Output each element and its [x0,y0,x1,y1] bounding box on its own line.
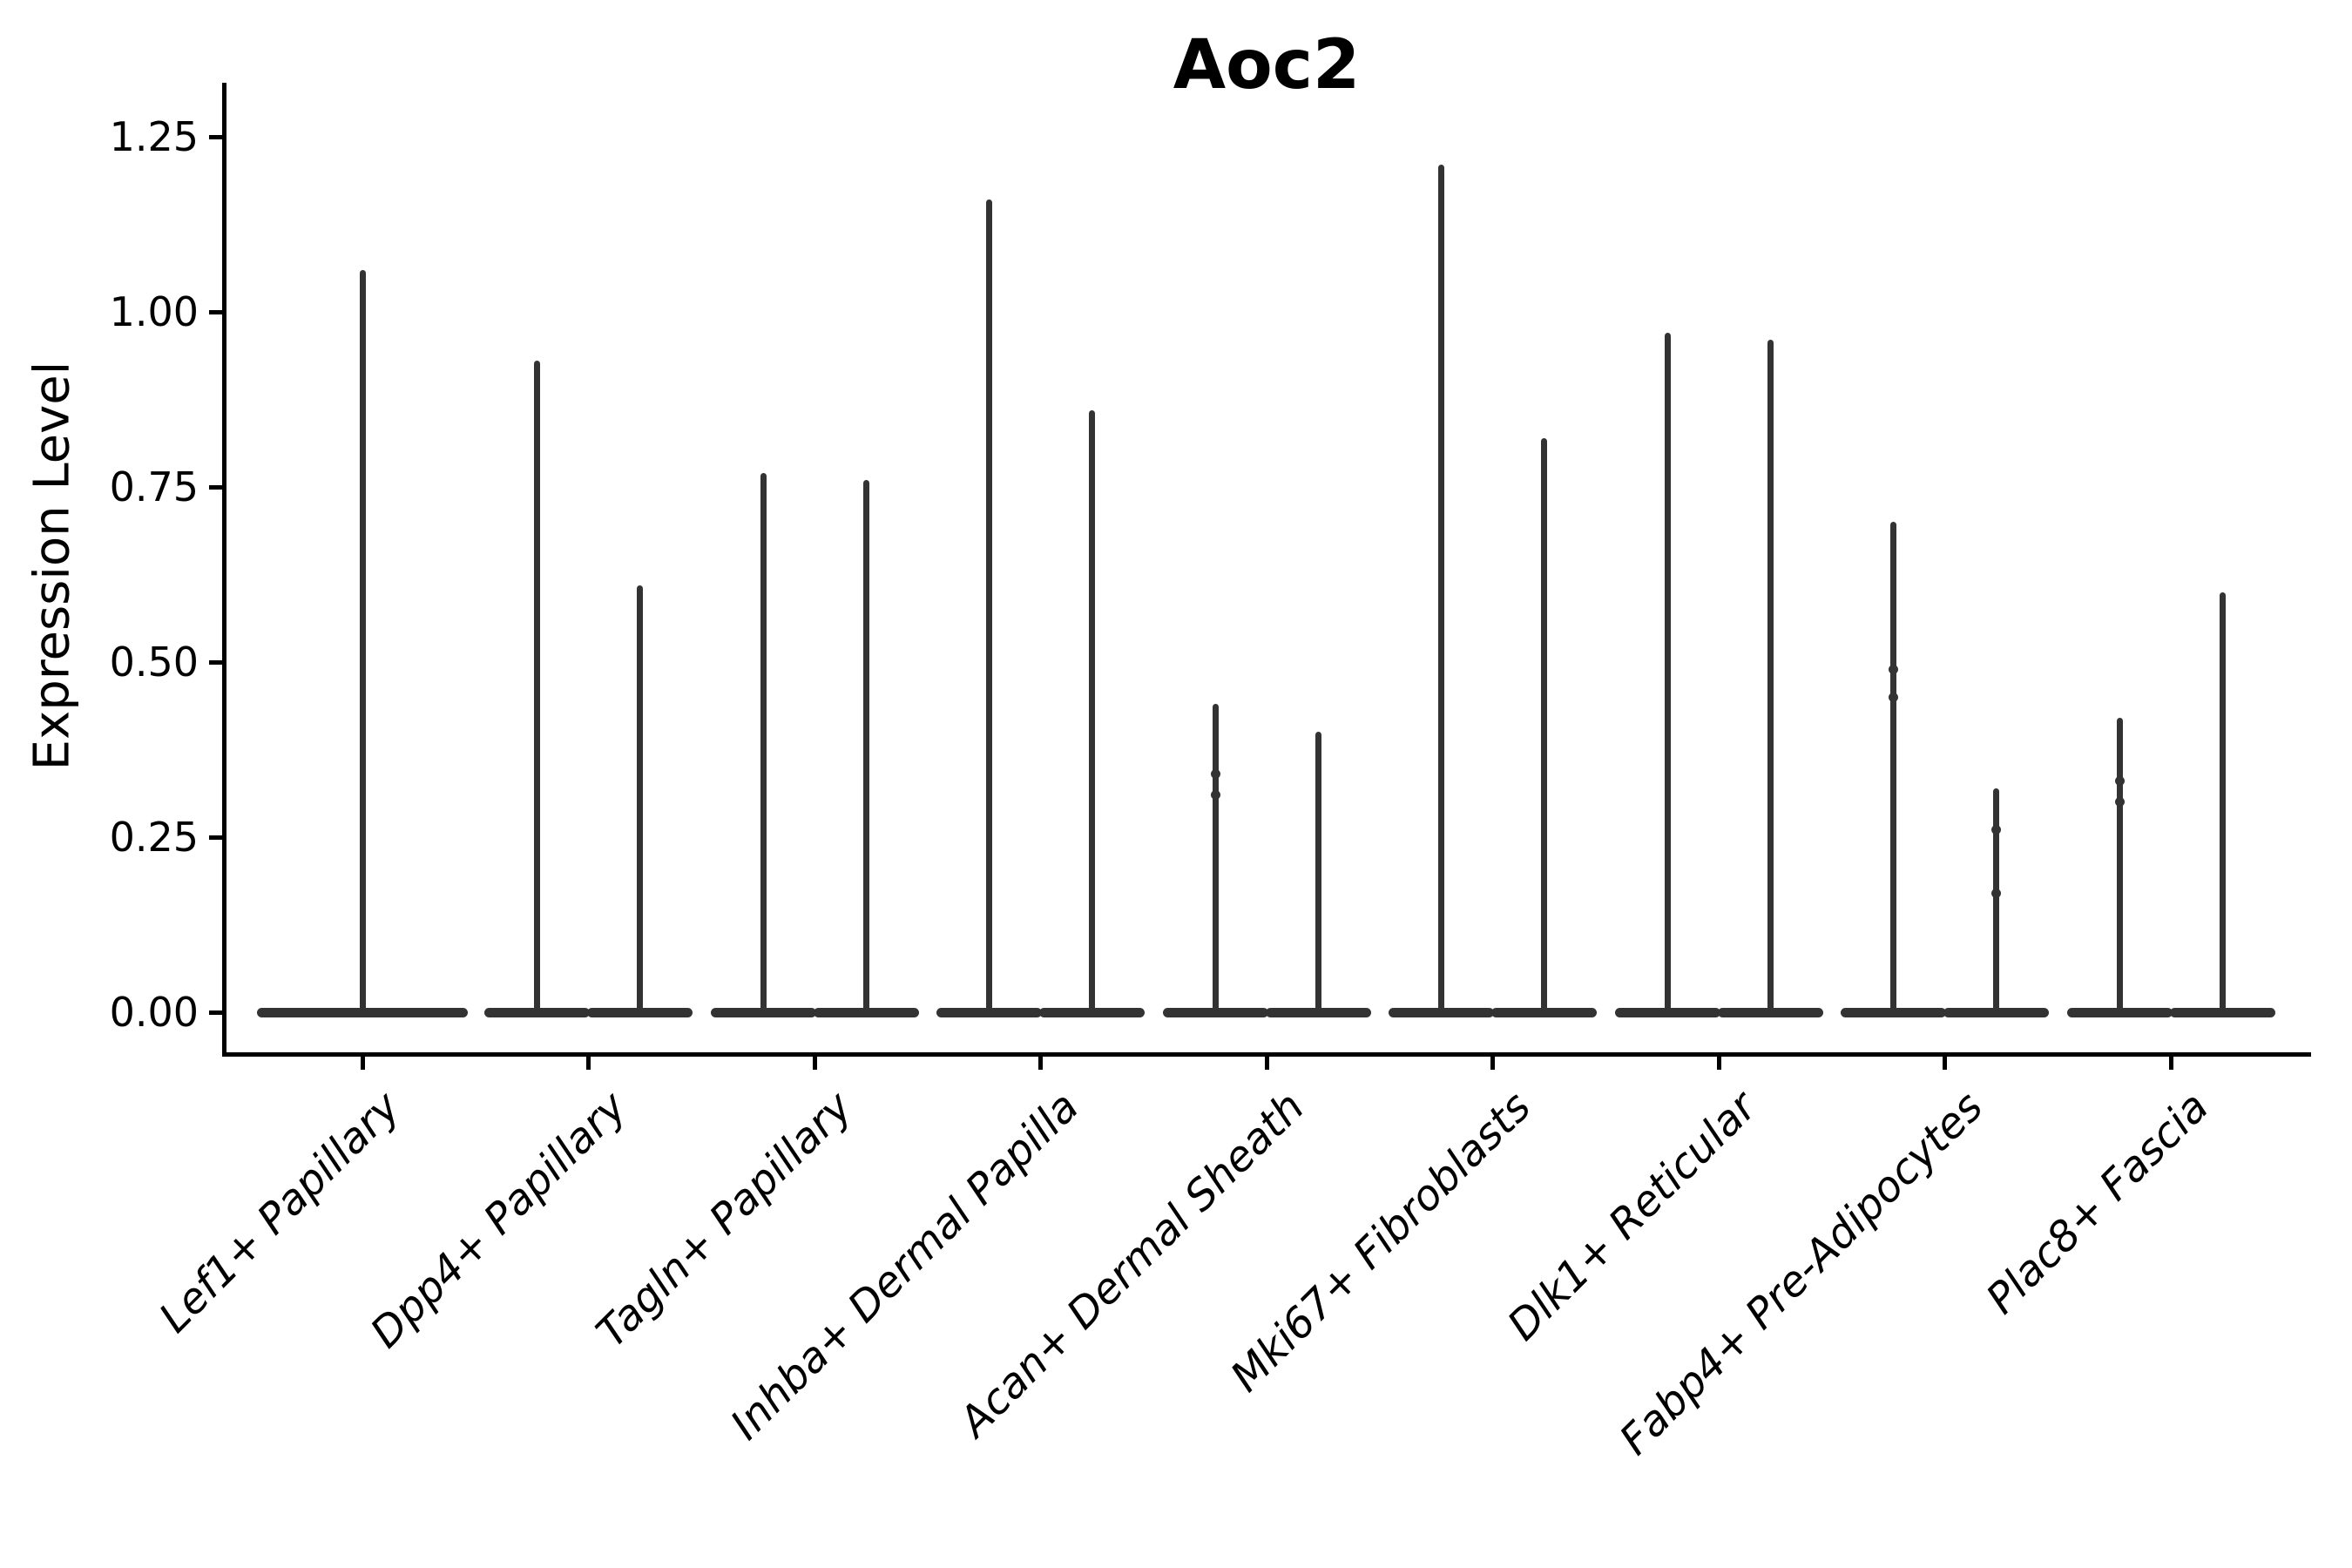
y-tick-mark [209,134,225,139]
x-tick-label: Inhba+ Dermal Papilla [720,1082,1088,1450]
y-tick-label: 0.25 [109,814,199,861]
violin-spike [1541,437,1547,1012]
x-tick-mark [1943,1054,1947,1070]
y-tick-mark [209,659,225,665]
violin-spike [1315,732,1321,1012]
x-tick-label: Tagln+ Papillary [586,1082,862,1357]
violin-base [1039,1007,1145,1017]
violin-spike [2219,591,2226,1012]
violin-base [936,1007,1042,1017]
y-tick-mark [209,484,225,490]
violin-base [1841,1007,1946,1017]
y-axis-spine [222,83,226,1057]
violin-base [1491,1007,1597,1017]
violin-base [257,1007,468,1017]
x-tick-mark [812,1054,817,1070]
y-tick-label: 1.00 [109,288,199,335]
x-tick-label: Plac8+ Fascia [1977,1082,2219,1324]
violin-spike [986,199,992,1012]
y-tick-label: 0.50 [109,639,199,686]
x-tick-label: Acan+ Dermal Sheath [950,1082,1315,1447]
violin-spike [1438,165,1444,1012]
violin-density-knot [2114,776,2125,787]
chart-title: Aoc2 [1173,26,1361,105]
x-tick-label: Mki67+ Fibroblasts [1220,1082,1540,1402]
x-tick-mark [2168,1054,2173,1070]
y-tick-label: 1.25 [109,113,199,160]
x-tick-label: Dlk1+ Reticular [1497,1082,1767,1350]
violin-spike [760,472,767,1012]
violin-spike [1993,787,1999,1012]
violin-spike [862,479,869,1012]
violin-spike [1664,333,1671,1012]
violin-spike [2116,718,2123,1012]
y-tick-mark [209,835,225,840]
violin-density-knot [1889,664,1898,674]
y-tick-mark [209,1010,225,1015]
violin-density-knot [1889,692,1898,702]
violin-base [484,1007,590,1017]
x-tick-mark [586,1054,591,1070]
x-tick-mark [1716,1054,1721,1070]
violin-density-knot [1991,888,2001,898]
violin-base [813,1007,919,1017]
violin-spike [359,269,366,1012]
x-tick-label: Dpp4+ Papillary [361,1082,636,1358]
x-tick-mark [1264,1054,1269,1070]
violin-base [1389,1007,1494,1017]
violin-spike [1767,340,1774,1012]
violin-base [1265,1007,1371,1017]
violin-base [710,1007,816,1017]
violin-base [1943,1007,2049,1017]
violin-density-knot [1210,790,1220,801]
y-tick-label: 0.75 [109,463,199,510]
x-tick-mark [360,1054,365,1070]
violin-density-knot [2114,797,2125,808]
violin-density-knot [1991,825,2001,835]
x-tick-label: Lef1+ Papillary [150,1082,410,1342]
violin-base [2066,1007,2173,1017]
violin-base [587,1007,693,1017]
violin-spike [1890,522,1896,1012]
x-tick-label: Fabp4+ Pre-Adipocytes [1610,1082,1992,1465]
violin-density-knot [1210,769,1220,780]
x-tick-mark [1038,1054,1043,1070]
violin-base [2169,1007,2275,1017]
y-tick-label: 0.00 [109,989,199,1036]
violin-spike [1089,409,1095,1012]
y-tick-mark [209,309,225,314]
violin-spike [637,585,643,1012]
violin-base [1162,1007,1268,1017]
violin-base [1614,1007,1720,1017]
violin-spike [1212,704,1219,1012]
violin-spike [534,361,540,1012]
x-tick-mark [1490,1054,1495,1070]
violin-base [1717,1007,1823,1017]
